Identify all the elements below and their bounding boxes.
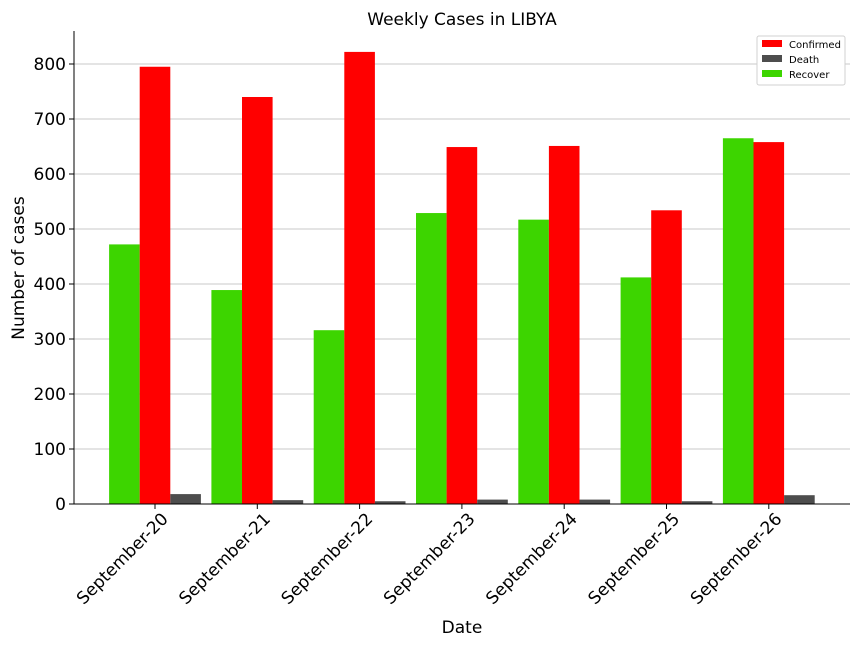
x-tick-label: September-21 [175,509,274,608]
y-tick-label: 800 [34,55,66,75]
y-ticks: 0 100 200 300 400 500 600 700 800 [34,55,74,515]
bar-confirmed [753,142,785,504]
bar-confirmed [344,51,375,505]
bar-confirmed [548,145,580,504]
x-tick-label: September-26 [687,509,786,608]
bar-death [374,501,406,504]
bar-death [477,499,508,504]
y-tick-label: 700 [34,110,66,130]
legend-swatch-death [762,55,782,62]
x-tick-label: September-24 [482,509,581,608]
bar-confirmed [651,210,682,505]
y-tick-label: 300 [34,330,66,350]
legend-swatch-confirmed [762,40,782,47]
bar-recover [211,290,242,504]
bar-death [784,495,815,504]
legend: Confirmed Death Recover [756,35,846,86]
bar-recover [109,244,140,504]
x-tick-label: September-20 [73,509,172,608]
bar-death [170,494,201,504]
y-tick-label: 400 [34,275,66,295]
y-tick-label: 600 [34,165,66,185]
chart-title: Weekly Cases in LIBYA [367,10,557,30]
x-tick-label: September-25 [585,509,684,608]
bar-confirmed [139,66,171,504]
bars [109,51,815,505]
legend-label-recover: Recover [789,70,830,81]
y-tick-label: 500 [34,220,66,240]
bar-death [272,500,304,504]
legend-label-confirmed: Confirmed [789,40,841,51]
bar-recover [722,138,754,504]
bar-confirmed [242,97,273,504]
legend-swatch-recover [762,70,782,77]
bar-death [681,501,713,504]
x-tick-label: September-23 [380,509,479,608]
legend-label-death: Death [789,55,819,66]
bar-confirmed [446,147,478,505]
y-tick-label: 0 [55,495,66,515]
bar-recover [313,330,345,504]
bar-recover [518,219,549,504]
y-axis-label: Number of cases [9,196,29,340]
x-ticks: September-20 September-21 September-22 Sept… [73,504,786,609]
bar-recover [416,213,447,505]
bar-death [579,499,611,504]
y-tick-label: 200 [34,385,66,405]
bar-recover [620,277,652,504]
x-tick-label: September-22 [278,509,377,608]
y-tick-label: 100 [34,440,66,460]
x-axis-label: Date [442,618,483,638]
